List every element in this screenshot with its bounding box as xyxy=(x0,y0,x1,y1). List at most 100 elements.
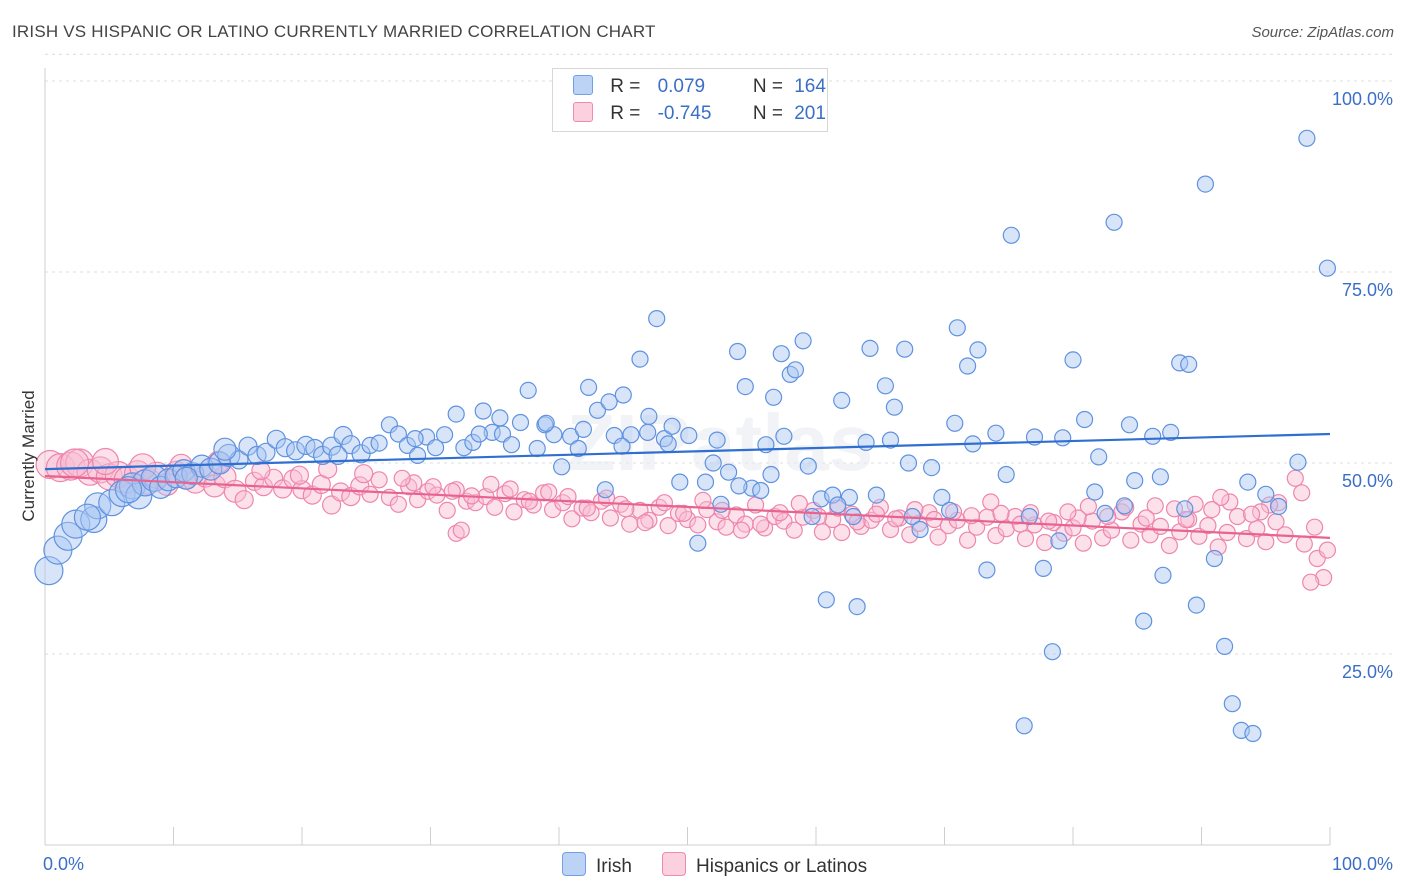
r-label: R = xyxy=(610,103,641,124)
n-label: N = xyxy=(752,76,783,97)
hispanic-point xyxy=(424,478,442,496)
hispanic-point xyxy=(273,479,293,499)
irish-point xyxy=(867,486,886,504)
irish-point xyxy=(579,378,598,396)
irish-point xyxy=(1105,213,1123,231)
hispanic-point xyxy=(636,513,654,532)
irish-point xyxy=(639,423,657,441)
irish-point xyxy=(663,417,681,435)
irish-point xyxy=(1162,423,1180,441)
irish-point xyxy=(876,377,895,395)
irish-point xyxy=(1215,637,1234,656)
hispanic-point xyxy=(1293,484,1311,502)
irish-point xyxy=(704,454,722,472)
y-tick-label: 100.0% xyxy=(1332,89,1393,109)
y-tick-label: 50.0% xyxy=(1342,471,1393,491)
hispanic-point xyxy=(1146,497,1164,515)
hispanic-point xyxy=(978,508,996,526)
hispanic-point xyxy=(1137,509,1155,527)
source-label: Source: ZipAtlas.com xyxy=(1251,24,1394,41)
hispanic-point xyxy=(621,515,639,533)
n-value: 164 xyxy=(794,76,826,97)
irish-point xyxy=(114,476,143,504)
hispanic-point xyxy=(713,501,731,519)
irish-point xyxy=(1075,410,1094,429)
hispanic-point xyxy=(752,515,770,533)
irish-point xyxy=(1223,695,1241,713)
irish-point xyxy=(1050,532,1068,550)
hispanic-point xyxy=(1099,507,1117,526)
legend-row-hispanic: R = -0.745 N = 201 xyxy=(573,102,826,126)
irish-point xyxy=(786,361,805,379)
hispanic-point xyxy=(674,504,693,523)
irish-point xyxy=(775,427,793,445)
irish-point xyxy=(1120,416,1139,434)
irish-point xyxy=(217,443,241,467)
irish-point xyxy=(762,465,780,484)
irish-point xyxy=(781,365,799,383)
irish-points xyxy=(34,129,1337,743)
irish-legend-label: Irish xyxy=(596,856,632,877)
hispanic-point xyxy=(1286,469,1304,487)
irish-point xyxy=(1054,429,1072,447)
irish-point xyxy=(696,473,715,491)
irish-point xyxy=(969,341,987,359)
hispanic-point xyxy=(563,510,581,528)
x-tick-label: 0.0% xyxy=(43,854,84,874)
irish-point xyxy=(511,413,530,432)
irish-point xyxy=(1090,448,1108,466)
irish-point xyxy=(588,401,607,419)
hispanic-point xyxy=(1305,518,1324,536)
irish-point xyxy=(427,439,445,457)
r-label: R = xyxy=(610,76,641,97)
irish-point xyxy=(1176,500,1194,518)
irish-point xyxy=(470,425,488,443)
hispanic-swatch xyxy=(573,102,593,122)
irish-point xyxy=(1126,472,1144,490)
hispanic-point xyxy=(790,494,808,513)
hispanic-point xyxy=(331,482,351,502)
irish-point xyxy=(519,381,537,399)
hispanic-point xyxy=(1036,533,1054,552)
irish-point xyxy=(502,436,521,454)
n-value: 201 xyxy=(794,103,826,124)
irish-point xyxy=(389,425,407,443)
irish-point xyxy=(1043,643,1062,661)
hispanic-point xyxy=(520,492,539,510)
irish-point xyxy=(922,459,941,477)
x-tick-labels: 0.0% 100.0% xyxy=(43,854,1393,874)
hispanic-legend-swatch xyxy=(662,852,686,876)
hispanic-point xyxy=(1074,534,1092,552)
hispanic-point xyxy=(1122,531,1140,549)
irish-point xyxy=(1244,724,1262,743)
grid-lines xyxy=(45,53,1392,655)
irish-point xyxy=(436,426,454,444)
irish-point xyxy=(1269,497,1288,516)
hispanic-point xyxy=(1221,493,1239,511)
hispanic-point xyxy=(540,483,558,501)
y-tick-label: 75.0% xyxy=(1342,280,1393,300)
hispanic-trend-line xyxy=(44,474,1331,539)
irish-point xyxy=(406,430,424,448)
irish-point xyxy=(857,433,875,451)
y-axis-label: Currently Married xyxy=(19,390,38,521)
irish-point xyxy=(474,402,492,420)
irish-point xyxy=(455,439,473,457)
irish-point xyxy=(409,446,427,464)
hispanic-point xyxy=(91,447,120,476)
hispanic-point xyxy=(601,509,620,527)
irish-point xyxy=(648,310,666,328)
irish-point xyxy=(911,520,929,539)
irish-point xyxy=(659,435,677,453)
hispanic-legend-label: Hispanics or Latinos xyxy=(696,856,868,877)
r-value: 0.079 xyxy=(657,76,706,97)
hispanic-point xyxy=(482,475,500,493)
hispanic-point xyxy=(438,501,456,519)
hispanic-point xyxy=(1186,495,1204,513)
hispanic-point xyxy=(1059,503,1077,521)
hispanic-point xyxy=(578,499,596,517)
irish-point xyxy=(799,457,817,475)
irish-point xyxy=(613,437,631,455)
irish-point xyxy=(730,477,748,495)
